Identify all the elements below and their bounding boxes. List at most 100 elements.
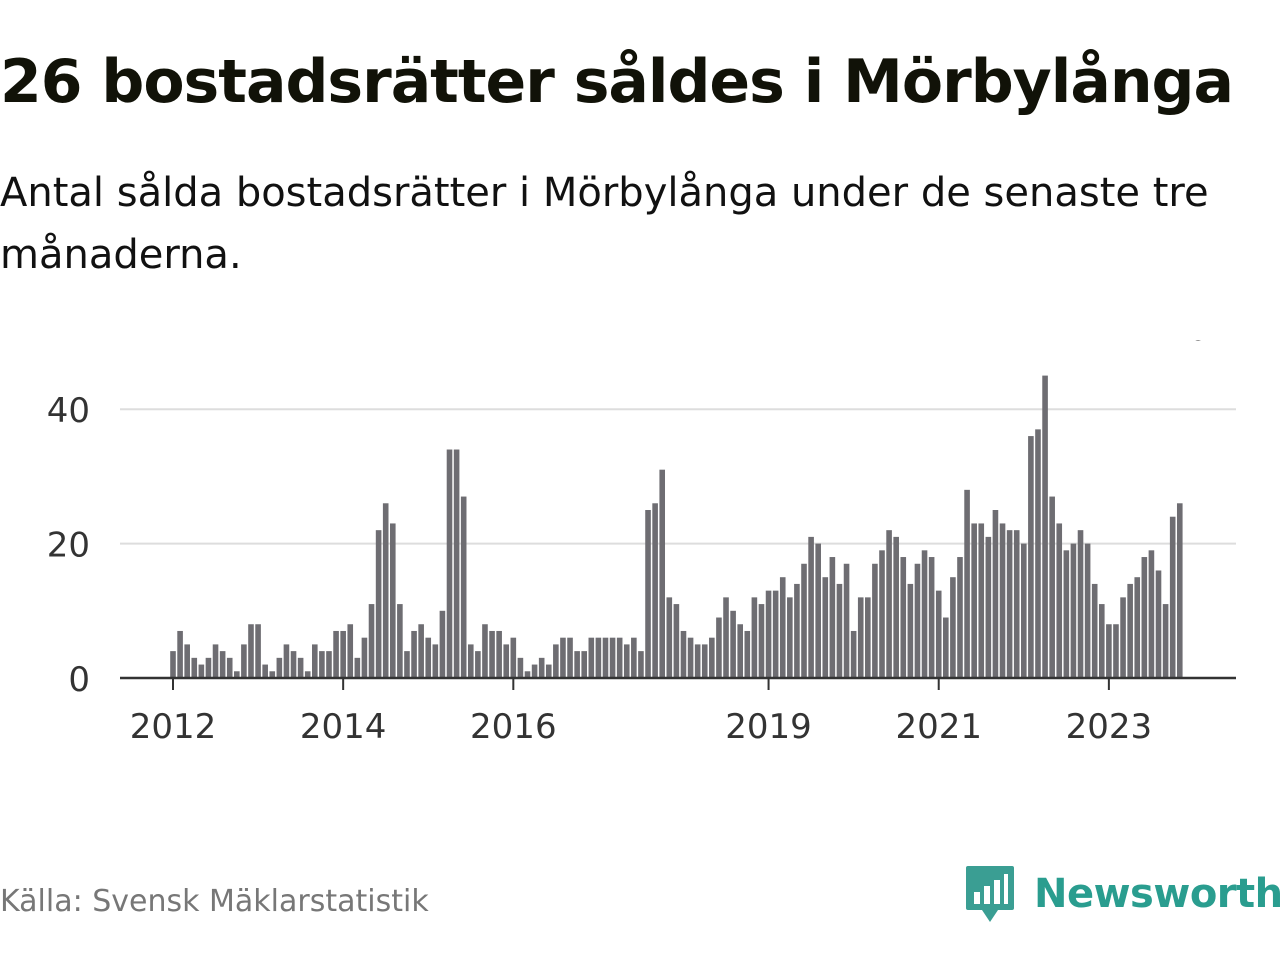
bar: [609, 637, 616, 678]
bar: [1141, 557, 1148, 678]
bar: [616, 637, 623, 678]
bar: [659, 469, 666, 678]
bar: [333, 630, 339, 678]
bar: [921, 550, 928, 678]
bar: [297, 657, 304, 678]
bar: [340, 630, 346, 678]
bar: [872, 563, 878, 678]
bar: [467, 644, 474, 678]
bar: [829, 557, 836, 678]
source-label: Källa: Svensk Mäklarstatistik: [0, 884, 429, 919]
bar: [198, 664, 205, 678]
bar: [219, 651, 226, 678]
bar: [276, 657, 283, 678]
bar: [794, 583, 800, 678]
y-tick-label: 20: [47, 526, 90, 566]
bar: [361, 637, 368, 678]
bar: [312, 644, 318, 678]
bar: [843, 563, 850, 678]
bar: [1113, 624, 1119, 678]
bar: [694, 644, 701, 678]
bar: [269, 671, 276, 678]
bar: [772, 590, 779, 678]
bar: [744, 630, 751, 678]
bar: [418, 624, 424, 678]
bar: [1028, 436, 1034, 678]
bar: [397, 604, 403, 678]
bar: [290, 651, 297, 678]
bar: [623, 644, 630, 678]
bar: [680, 630, 687, 678]
bar: [928, 557, 935, 678]
bar: [701, 644, 708, 678]
bar: [1120, 597, 1126, 678]
bar: [985, 536, 992, 678]
bar: [241, 644, 247, 678]
bar: [460, 496, 467, 678]
bar: [687, 637, 694, 678]
bar: [964, 489, 970, 678]
bar: [1134, 577, 1141, 678]
bar: [602, 637, 609, 678]
x-tick-label: 2016: [470, 707, 557, 747]
bar: [907, 583, 914, 678]
bar: [226, 657, 233, 678]
bar: [758, 604, 765, 678]
bar: [326, 651, 332, 678]
bar: [347, 624, 354, 678]
bar: [489, 630, 495, 678]
bar: [865, 597, 871, 678]
bar: [645, 510, 651, 678]
bar: [1021, 543, 1027, 678]
bar: [517, 657, 524, 678]
bar: [191, 657, 198, 678]
bar: [1162, 604, 1169, 678]
bar: [262, 664, 268, 678]
bar: [368, 604, 375, 678]
bar: [482, 624, 488, 678]
bar: [886, 530, 892, 678]
y-tick-label: 0: [68, 660, 90, 700]
bar: [836, 583, 843, 678]
bar: [446, 449, 453, 678]
bar: [638, 651, 644, 678]
bar: [808, 536, 814, 678]
bar: [553, 644, 559, 678]
bar: [730, 610, 736, 678]
bar: [184, 644, 190, 678]
bar: [1176, 503, 1183, 678]
bar: [538, 657, 545, 678]
bar: [779, 577, 786, 678]
bar: [1006, 530, 1013, 678]
bar: [1070, 543, 1077, 678]
bar: [1077, 530, 1084, 678]
bar: [404, 651, 410, 678]
bar: [1106, 624, 1112, 678]
bar: [1056, 523, 1063, 678]
bar: [935, 590, 942, 678]
bar: [475, 651, 481, 678]
bar: [177, 630, 183, 678]
bar: [1169, 516, 1176, 678]
bar: [319, 651, 325, 678]
bar: [857, 597, 864, 678]
bar: [567, 637, 573, 678]
bar: [652, 503, 658, 678]
bar: [496, 630, 502, 678]
bar: [453, 449, 460, 678]
bar: [950, 577, 956, 678]
bar: [879, 550, 885, 678]
bar: [304, 671, 311, 678]
bar: [581, 651, 588, 678]
bar: [248, 624, 254, 678]
bar: [234, 671, 240, 678]
bar: [439, 610, 446, 678]
bar: [382, 503, 389, 678]
bar: [850, 630, 857, 678]
bar: [510, 637, 517, 678]
bar: [375, 530, 382, 678]
bar: [170, 651, 176, 678]
bar: [971, 523, 977, 678]
bar: [1042, 375, 1048, 678]
bar: [1091, 583, 1098, 678]
